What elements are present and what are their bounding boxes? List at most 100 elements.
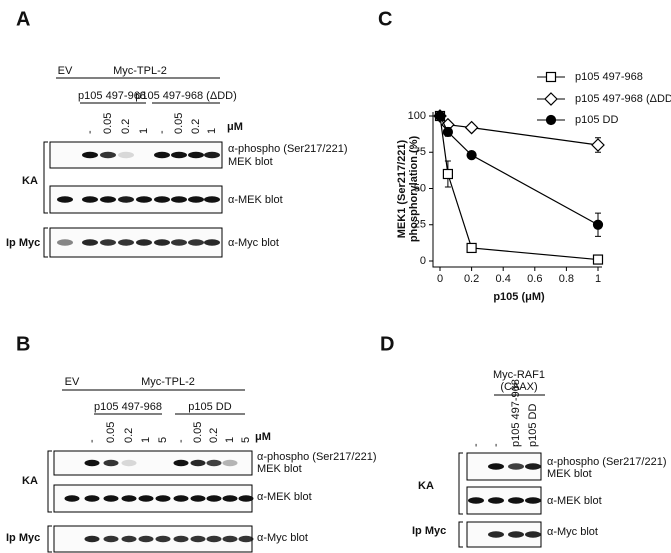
band bbox=[103, 495, 119, 502]
band bbox=[82, 196, 98, 203]
point bbox=[464, 120, 479, 135]
lane-label: 0.05 bbox=[173, 113, 185, 134]
y-tick-label: 50 bbox=[414, 182, 426, 194]
legend-label: p105 497-968 bbox=[575, 71, 643, 83]
lane-label: 1 bbox=[224, 437, 236, 443]
band bbox=[84, 535, 100, 543]
lane-label: 1 bbox=[138, 128, 150, 134]
unit-label: μM bbox=[227, 121, 243, 133]
y-tick-label: 100 bbox=[408, 110, 426, 122]
lane-label: 0.2 bbox=[208, 428, 220, 443]
band bbox=[171, 196, 187, 203]
construct-label: Myc-TPL-2 bbox=[141, 376, 195, 388]
panel-letter: A bbox=[16, 8, 30, 30]
band bbox=[84, 459, 100, 467]
blot-label: α-phospho (Ser217/221) bbox=[547, 456, 667, 468]
lane-label: EV bbox=[65, 376, 80, 388]
band bbox=[188, 239, 204, 246]
band bbox=[206, 535, 222, 543]
point bbox=[592, 219, 604, 230]
band bbox=[82, 239, 98, 246]
group-label: p105 DD bbox=[188, 401, 231, 413]
point bbox=[591, 138, 605, 152]
y-axis-label: phosphorylation (%) bbox=[408, 136, 420, 243]
side-label: KA bbox=[22, 175, 38, 187]
lane-label: - bbox=[86, 439, 98, 443]
blot-label: α-phospho (Ser217/221) bbox=[257, 451, 377, 463]
lane-label: 0.05 bbox=[192, 422, 204, 443]
band bbox=[82, 151, 98, 159]
band bbox=[238, 535, 254, 543]
band bbox=[188, 196, 204, 203]
lane-label: 1 bbox=[140, 437, 152, 443]
lane-label: 5 bbox=[240, 437, 252, 443]
lane-label: 1 bbox=[206, 128, 218, 134]
blot-label: α-MEK blot bbox=[547, 495, 602, 507]
band bbox=[488, 531, 504, 538]
band bbox=[138, 535, 154, 543]
band bbox=[136, 239, 152, 246]
band bbox=[206, 459, 222, 467]
band bbox=[173, 495, 189, 502]
point bbox=[466, 242, 477, 254]
band bbox=[100, 151, 116, 159]
legend-marker bbox=[545, 71, 557, 83]
side-label: KA bbox=[418, 480, 434, 492]
legend-label: p105 DD bbox=[575, 114, 618, 126]
band bbox=[525, 463, 541, 470]
band bbox=[100, 239, 116, 246]
legend-label: p105 497-968 (ΔDD) bbox=[575, 93, 671, 105]
lane-label: - bbox=[490, 443, 502, 447]
group-label: p105 497-968 bbox=[78, 90, 146, 102]
band bbox=[136, 196, 152, 203]
band bbox=[118, 196, 134, 203]
point bbox=[466, 150, 477, 161]
blot-label: MEK blot bbox=[547, 468, 592, 480]
band bbox=[121, 459, 137, 467]
band bbox=[155, 535, 171, 543]
line bbox=[439, 115, 599, 146]
lane-label: - bbox=[84, 130, 96, 134]
lane-label: 0.2 bbox=[120, 119, 132, 134]
lane-label: 0.2 bbox=[190, 119, 202, 134]
band bbox=[121, 535, 137, 543]
unit-label: μM bbox=[255, 431, 271, 443]
lane-label: 5 bbox=[157, 437, 169, 443]
side-label: Ip Myc bbox=[6, 532, 40, 544]
band bbox=[206, 495, 222, 502]
blot-label: α-MEK blot bbox=[257, 491, 312, 503]
point bbox=[442, 168, 453, 180]
band bbox=[57, 196, 73, 203]
band bbox=[508, 531, 524, 538]
blot-label: α-Myc blot bbox=[547, 526, 598, 538]
blot-label: α-Myc blot bbox=[228, 237, 279, 249]
x-tick-label: 1 bbox=[595, 273, 601, 285]
band bbox=[118, 151, 134, 159]
band bbox=[173, 459, 189, 467]
band bbox=[171, 239, 187, 246]
side-label: KA bbox=[22, 475, 38, 487]
blot-label: α-Myc blot bbox=[257, 532, 308, 544]
legend-marker bbox=[545, 114, 557, 126]
band bbox=[222, 495, 238, 502]
blot-label: α-MEK blot bbox=[228, 194, 283, 206]
y-axis-label: MEK1 (Ser217/221) bbox=[396, 139, 408, 238]
y-tick-label: 0 bbox=[420, 255, 426, 267]
axis bbox=[432, 112, 602, 268]
x-tick-label: 0.6 bbox=[527, 273, 542, 285]
point bbox=[434, 110, 446, 122]
band bbox=[238, 495, 254, 502]
band bbox=[204, 196, 220, 203]
lane-label: 0.05 bbox=[105, 422, 117, 443]
point bbox=[442, 126, 453, 138]
blot bbox=[53, 450, 253, 476]
lane-label: 0.05 bbox=[102, 113, 114, 134]
band bbox=[525, 497, 541, 504]
band bbox=[84, 495, 100, 502]
x-tick-label: 0.4 bbox=[496, 273, 511, 285]
lane-label: p105 497-968 bbox=[510, 379, 522, 447]
band bbox=[222, 459, 238, 467]
construct-label: (CAAX) bbox=[500, 381, 537, 393]
band bbox=[488, 497, 504, 504]
